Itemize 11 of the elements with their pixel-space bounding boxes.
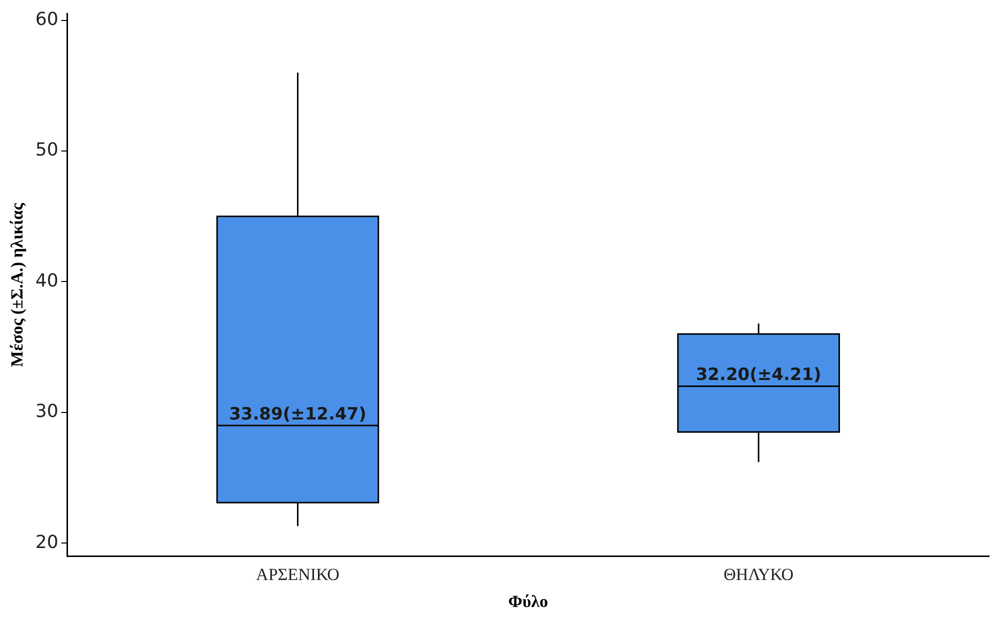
y-tick-label: 60 xyxy=(35,9,58,30)
y-tick-label: 20 xyxy=(35,532,58,553)
x-tick-label: ΑΡΣΕΝΙΚΟ xyxy=(256,564,340,584)
annotation: 33.89(±12.47) xyxy=(229,404,366,424)
y-tick-label: 30 xyxy=(35,401,58,422)
y-axis-title: Μέσος (±Σ.Α.) ηλικίας xyxy=(8,202,27,367)
x-axis-title: Φύλο xyxy=(508,592,548,612)
annotation: 32.20(±4.21) xyxy=(696,365,822,386)
x-tick-label: ΘΗΛΥΚΟ xyxy=(724,564,794,584)
y-tick-label: 40 xyxy=(35,270,58,292)
y-tick-label: 50 xyxy=(35,140,58,161)
